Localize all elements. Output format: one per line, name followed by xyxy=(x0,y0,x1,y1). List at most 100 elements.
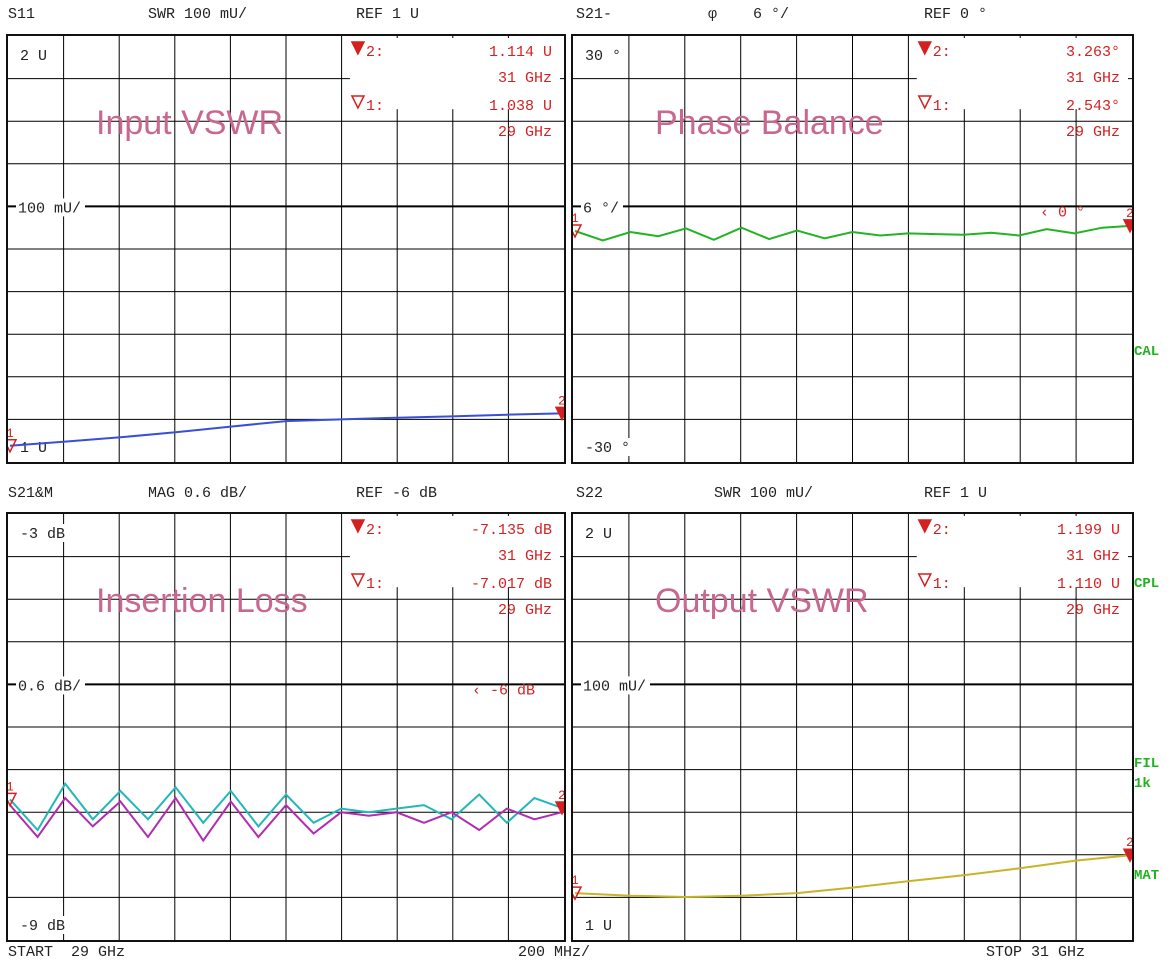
marker-readout-bg xyxy=(916,516,1128,588)
marker-number: 1: xyxy=(933,576,951,593)
marker-triangle-icon xyxy=(917,573,932,588)
tick-label-bottom: -9 dB xyxy=(20,918,65,935)
footer-start: START 29 GHz xyxy=(8,944,126,961)
marker-number: 1: xyxy=(366,98,384,115)
marker-triangle-icon xyxy=(350,41,366,56)
trace-marker-icon xyxy=(554,406,564,422)
marker-number: 2: xyxy=(366,522,384,539)
chart-panel-input-vswr: 2 U 100 mU/1 U Input VSWR 2: 1.114 U 31 GHz 1:… xyxy=(6,34,566,464)
marker-value: 1.110 U xyxy=(1057,576,1120,593)
marker-triangle-icon xyxy=(350,95,366,110)
grid xyxy=(8,36,564,462)
marker-value: -7.017 dB xyxy=(471,576,552,593)
trace-marker-icon xyxy=(1122,848,1132,863)
chart-svg: -3 dB 0.6 dB/ -9 dB Insertion Loss ‹ -6 dB 2:… xyxy=(8,514,564,940)
marker-triangle-icon xyxy=(917,41,932,56)
marker-value: 1.199 U xyxy=(1057,522,1120,539)
panel1-header-scale: SWR 100 mU/ xyxy=(148,6,248,23)
grid xyxy=(8,514,564,940)
overlay-title: Output VSWR xyxy=(655,582,869,620)
marker-value: 1.038 U xyxy=(489,98,552,115)
series-line xyxy=(9,796,563,843)
panel2-header-scale: φ 6 °/ xyxy=(708,6,790,23)
marker-readout-bg xyxy=(349,38,560,110)
marker-value: -7.135 dB xyxy=(471,522,552,539)
marker-frequency: 31 GHz xyxy=(1066,70,1120,87)
tick-label-ref: 6 °/ xyxy=(583,200,619,217)
trace-marker-number: 2 xyxy=(1126,206,1132,221)
overlay-title: Insertion Loss xyxy=(96,582,308,620)
panel3-header-ref: REF -6 dB xyxy=(356,485,438,502)
panel4-header-param: S22 xyxy=(576,485,604,502)
marker-frequency: 31 GHz xyxy=(498,70,552,87)
marker-number: 1: xyxy=(933,98,951,115)
trace-marker-number: 1 xyxy=(573,873,579,888)
trace-marker-icon xyxy=(573,224,583,239)
status-mat-label: MAT xyxy=(1134,868,1160,884)
marker-number: 2: xyxy=(933,522,951,539)
footer-stop: STOP 31 GHz xyxy=(986,944,1086,961)
marker-triangle-icon xyxy=(350,573,366,588)
panel4-header-ref: REF 1 U xyxy=(924,485,988,502)
tick-label-ref-bg xyxy=(581,198,623,217)
trace-marker-number: 1 xyxy=(8,779,14,794)
marker-number: 2: xyxy=(933,44,951,61)
tick-label-top-bg xyxy=(583,46,625,64)
panel3-header-param: S21&M xyxy=(8,485,54,502)
trace-marker-icon xyxy=(1122,219,1132,234)
tick-label-ref-bg xyxy=(16,676,85,695)
trace-marker-number: 1 xyxy=(8,426,14,441)
marker-readout-bg xyxy=(349,516,560,588)
tick-label-bottom-bg xyxy=(583,916,616,934)
marker-frequency: 29 GHz xyxy=(1066,124,1120,141)
tick-label-bottom-bg xyxy=(583,438,634,456)
status-cpl-label: CPL xyxy=(1134,576,1160,592)
overlay-title: Input VSWR xyxy=(96,104,283,142)
tick-label-ref-bg xyxy=(16,198,85,217)
panel4-header-scale: SWR 100 mU/ xyxy=(714,485,814,502)
tick-label-ref: 100 mU/ xyxy=(18,200,81,217)
tick-label-ref: 0.6 dB/ xyxy=(18,678,81,695)
trace-marker-number: 1 xyxy=(573,211,579,226)
trace-marker-icon xyxy=(554,801,564,816)
status-cal-label: CAL xyxy=(1134,344,1160,360)
marker-frequency: 29 GHz xyxy=(498,602,552,619)
marker-number: 1: xyxy=(366,576,384,593)
panel1-header-ref: REF 1 U xyxy=(356,6,420,23)
chart-panel-phase-balance: 30 ° 6 °/ -30 ° Phase Balance ‹ 0 ° 2: 3.263° 3… xyxy=(571,34,1134,464)
marker-frequency: 29 GHz xyxy=(498,124,552,141)
tick-label-top-bg xyxy=(18,524,69,542)
status-fil-value: 1k xyxy=(1134,776,1151,792)
status-fil-label: FIL xyxy=(1134,756,1160,772)
trace-marker-icon xyxy=(573,886,583,901)
tick-label-ref: 100 mU/ xyxy=(583,678,646,695)
chart-svg: 2 U 100 mU/1 U Output VSWR 2: 1.199 U 31 GHz 1… xyxy=(573,514,1132,940)
ref-marker-label: ‹ 0 ° xyxy=(1040,204,1085,221)
panel2-header-ref: REF 0 ° xyxy=(924,6,988,23)
tick-label-top-bg xyxy=(583,524,616,542)
marker-frequency: 31 GHz xyxy=(1066,548,1120,565)
trace-marker-icon xyxy=(8,792,18,808)
marker-triangle-icon xyxy=(917,519,932,534)
chart-panel-insertion-loss: -3 dB 0.6 dB/ -9 dB Insertion Loss ‹ -6 dB 2:… xyxy=(6,512,566,942)
panel1-header-param: S11 xyxy=(8,6,36,23)
tick-label-top: 30 ° xyxy=(585,48,621,65)
panel3-header-scale: MAG 0.6 dB/ xyxy=(148,485,248,502)
marker-value: 2.543° xyxy=(1066,98,1120,115)
panel2-header-param: S21- xyxy=(576,6,613,23)
marker-value: 1.114 U xyxy=(489,44,552,61)
tick-label-top: 2 U xyxy=(585,526,612,543)
trace-marker-number: 2 xyxy=(558,393,564,408)
tick-label-bottom: -30 ° xyxy=(585,440,630,457)
tick-label-bottom: 1 U xyxy=(585,918,612,935)
marker-frequency: 31 GHz xyxy=(498,548,552,565)
tick-label-top: 2 U xyxy=(20,48,47,65)
chart-svg: 30 ° 6 °/ -30 ° Phase Balance ‹ 0 ° 2: 3.263° 3… xyxy=(573,36,1132,462)
tick-label-bottom-bg xyxy=(18,916,69,934)
chart-panel-output-vswr: 2 U 100 mU/1 U Output VSWR 2: 1.199 U 31 GHz 1… xyxy=(571,512,1134,942)
marker-value: 3.263° xyxy=(1066,44,1120,61)
marker-readout-bg xyxy=(916,38,1128,110)
marker-frequency: 29 GHz xyxy=(1066,602,1120,619)
trace-marker-number: 2 xyxy=(1126,835,1132,850)
tick-label-top-bg xyxy=(18,46,51,64)
